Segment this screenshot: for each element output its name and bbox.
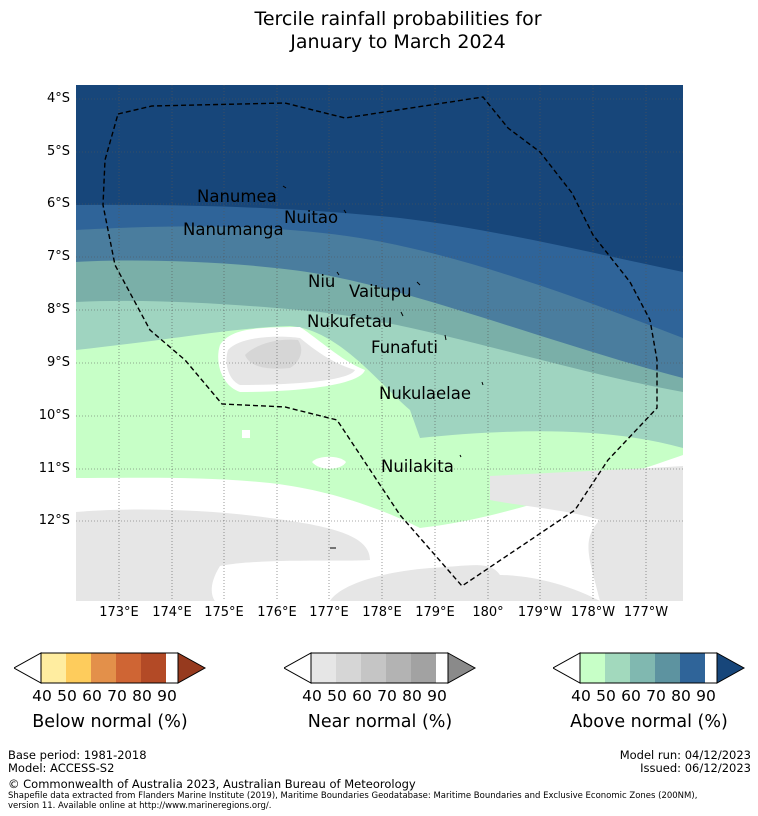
near-normal-grey-southeast — [490, 466, 683, 601]
colorbar-segment — [655, 653, 680, 683]
near-normal-50-pocket — [245, 339, 302, 369]
y-tick-label: 11°S — [38, 461, 70, 476]
colorbar-tick: 70 — [107, 687, 127, 705]
rainfall-probability-map — [76, 85, 683, 601]
colorbar-tick: 70 — [377, 687, 397, 705]
colorbar-tick: 90 — [696, 687, 716, 705]
y-tick-label: 5°S — [46, 144, 70, 159]
colorbar-near-normal — [284, 652, 477, 684]
colorbar-tick: 80 — [402, 687, 422, 705]
island-marks — [282, 185, 484, 549]
gridlines — [76, 85, 683, 601]
y-tick-label: 4°S — [46, 91, 70, 106]
colorbar-segment — [336, 653, 361, 683]
colorbar-above-normal — [553, 652, 746, 684]
x-tick-label: 180° — [472, 605, 504, 620]
island-label-nuilakita: Nuilakita — [381, 457, 454, 476]
island-label-nuitao: Nuitao — [284, 208, 339, 227]
colorbar-tick: 60 — [82, 687, 102, 705]
issued-text: Issued: 06/12/2023 — [640, 761, 751, 775]
white-blob — [312, 456, 346, 469]
colorbar-below-normal — [14, 652, 207, 684]
colorbar-frame — [40, 652, 179, 684]
y-tick-label: 12°S — [38, 513, 70, 528]
colorbar-tick: 40 — [32, 687, 52, 705]
colorbar-max-arrow — [716, 652, 746, 684]
colorbar-tick: 80 — [671, 687, 691, 705]
island-label-funafuti: Funafuti — [371, 338, 438, 357]
near-normal-grey-south — [76, 509, 370, 601]
colorbar-tick: 70 — [646, 687, 666, 705]
colorbar-min-arrow — [553, 652, 581, 684]
colorbar-tick: 60 — [621, 687, 641, 705]
colorbar-near-label: Near normal (%) — [307, 712, 453, 732]
x-tick-label: 177°W — [623, 605, 669, 620]
colorbar-tick: 50 — [57, 687, 77, 705]
colorbar-below-label: Below normal (%) — [32, 712, 188, 732]
colorbar-segment — [680, 653, 705, 683]
x-tick-label: 178°W — [570, 605, 616, 620]
x-tick-label: 174°E — [152, 605, 192, 620]
near-normal-grey-bottom — [330, 565, 600, 601]
x-tick-label: 179°E — [415, 605, 455, 620]
x-tick-label: 179°W — [517, 605, 563, 620]
shapefile-credit-line-2: version 11. Available online at http://w… — [8, 801, 272, 811]
colorbar-segment — [311, 653, 336, 683]
x-tick-label: 176°E — [257, 605, 297, 620]
colorbar-tick: 50 — [596, 687, 616, 705]
x-tick-label: 178°E — [362, 605, 402, 620]
x-tick-label: 177°E — [309, 605, 349, 620]
y-tick-label: 6°S — [46, 196, 70, 211]
x-tick-label: 175°E — [204, 605, 244, 620]
colorbar-segment — [580, 653, 605, 683]
colorbar-segment — [66, 653, 91, 683]
model-run-text: Model run: 04/12/2023 — [619, 748, 751, 762]
y-tick-label: 7°S — [46, 249, 70, 264]
colorbar-above-label: Above normal (%) — [570, 712, 728, 732]
base-period-text: Base period: 1981-2018 — [8, 748, 147, 762]
white-dot — [242, 430, 250, 438]
probability-field — [76, 85, 683, 601]
island-label-nukulaelae: Nukulaelae — [379, 384, 471, 403]
colorbar-tick: 40 — [302, 687, 322, 705]
x-tick-label: 173°E — [99, 605, 139, 620]
island-label-vaitupu: Vaitupu — [349, 282, 412, 301]
colorbar-segment — [605, 653, 630, 683]
colorbar-segment — [141, 653, 166, 683]
colorbar-tick: 90 — [157, 687, 177, 705]
island-label-nukufetau: Nukufetau — [307, 312, 393, 331]
colorbar-segment — [411, 653, 436, 683]
colorbar-max-arrow — [177, 652, 207, 684]
colorbar-segment — [91, 653, 116, 683]
y-tick-label: 9°S — [46, 355, 70, 370]
colorbar-tick: 40 — [571, 687, 591, 705]
island-label-nanumanga: Nanumanga — [183, 220, 284, 239]
model-text: Model: ACCESS-S2 — [8, 761, 115, 775]
colorbar-min-arrow — [284, 652, 312, 684]
eez-boundary — [102, 96, 658, 587]
chart-title-line-2: January to March 2024 — [290, 31, 506, 53]
chart-title-line-1: Tercile rainfall probabilities for — [254, 8, 542, 30]
island-label-nanumea: Nanumea — [197, 187, 277, 206]
colorbar-segment — [630, 653, 655, 683]
colorbar-segment — [116, 653, 141, 683]
colorbar-frame — [310, 652, 449, 684]
colorbar-frame — [579, 652, 718, 684]
colorbar-tick: 80 — [132, 687, 152, 705]
colorbar-tick: 50 — [327, 687, 347, 705]
shapefile-credit-line-1: Shapefile data extracted from Flanders M… — [8, 791, 698, 801]
y-tick-label: 10°S — [38, 408, 70, 423]
colorbar-max-arrow — [447, 652, 477, 684]
colorbar-tick: 90 — [427, 687, 447, 705]
copyright-text: © Commonwealth of Australia 2023, Austra… — [8, 777, 416, 791]
colorbar-segment — [41, 653, 66, 683]
colorbar-min-arrow — [14, 652, 42, 684]
island-label-niu: Niu — [308, 272, 336, 291]
colorbar-segment — [386, 653, 411, 683]
y-tick-label: 8°S — [46, 302, 70, 317]
colorbar-segment — [361, 653, 386, 683]
colorbar-tick: 60 — [352, 687, 372, 705]
